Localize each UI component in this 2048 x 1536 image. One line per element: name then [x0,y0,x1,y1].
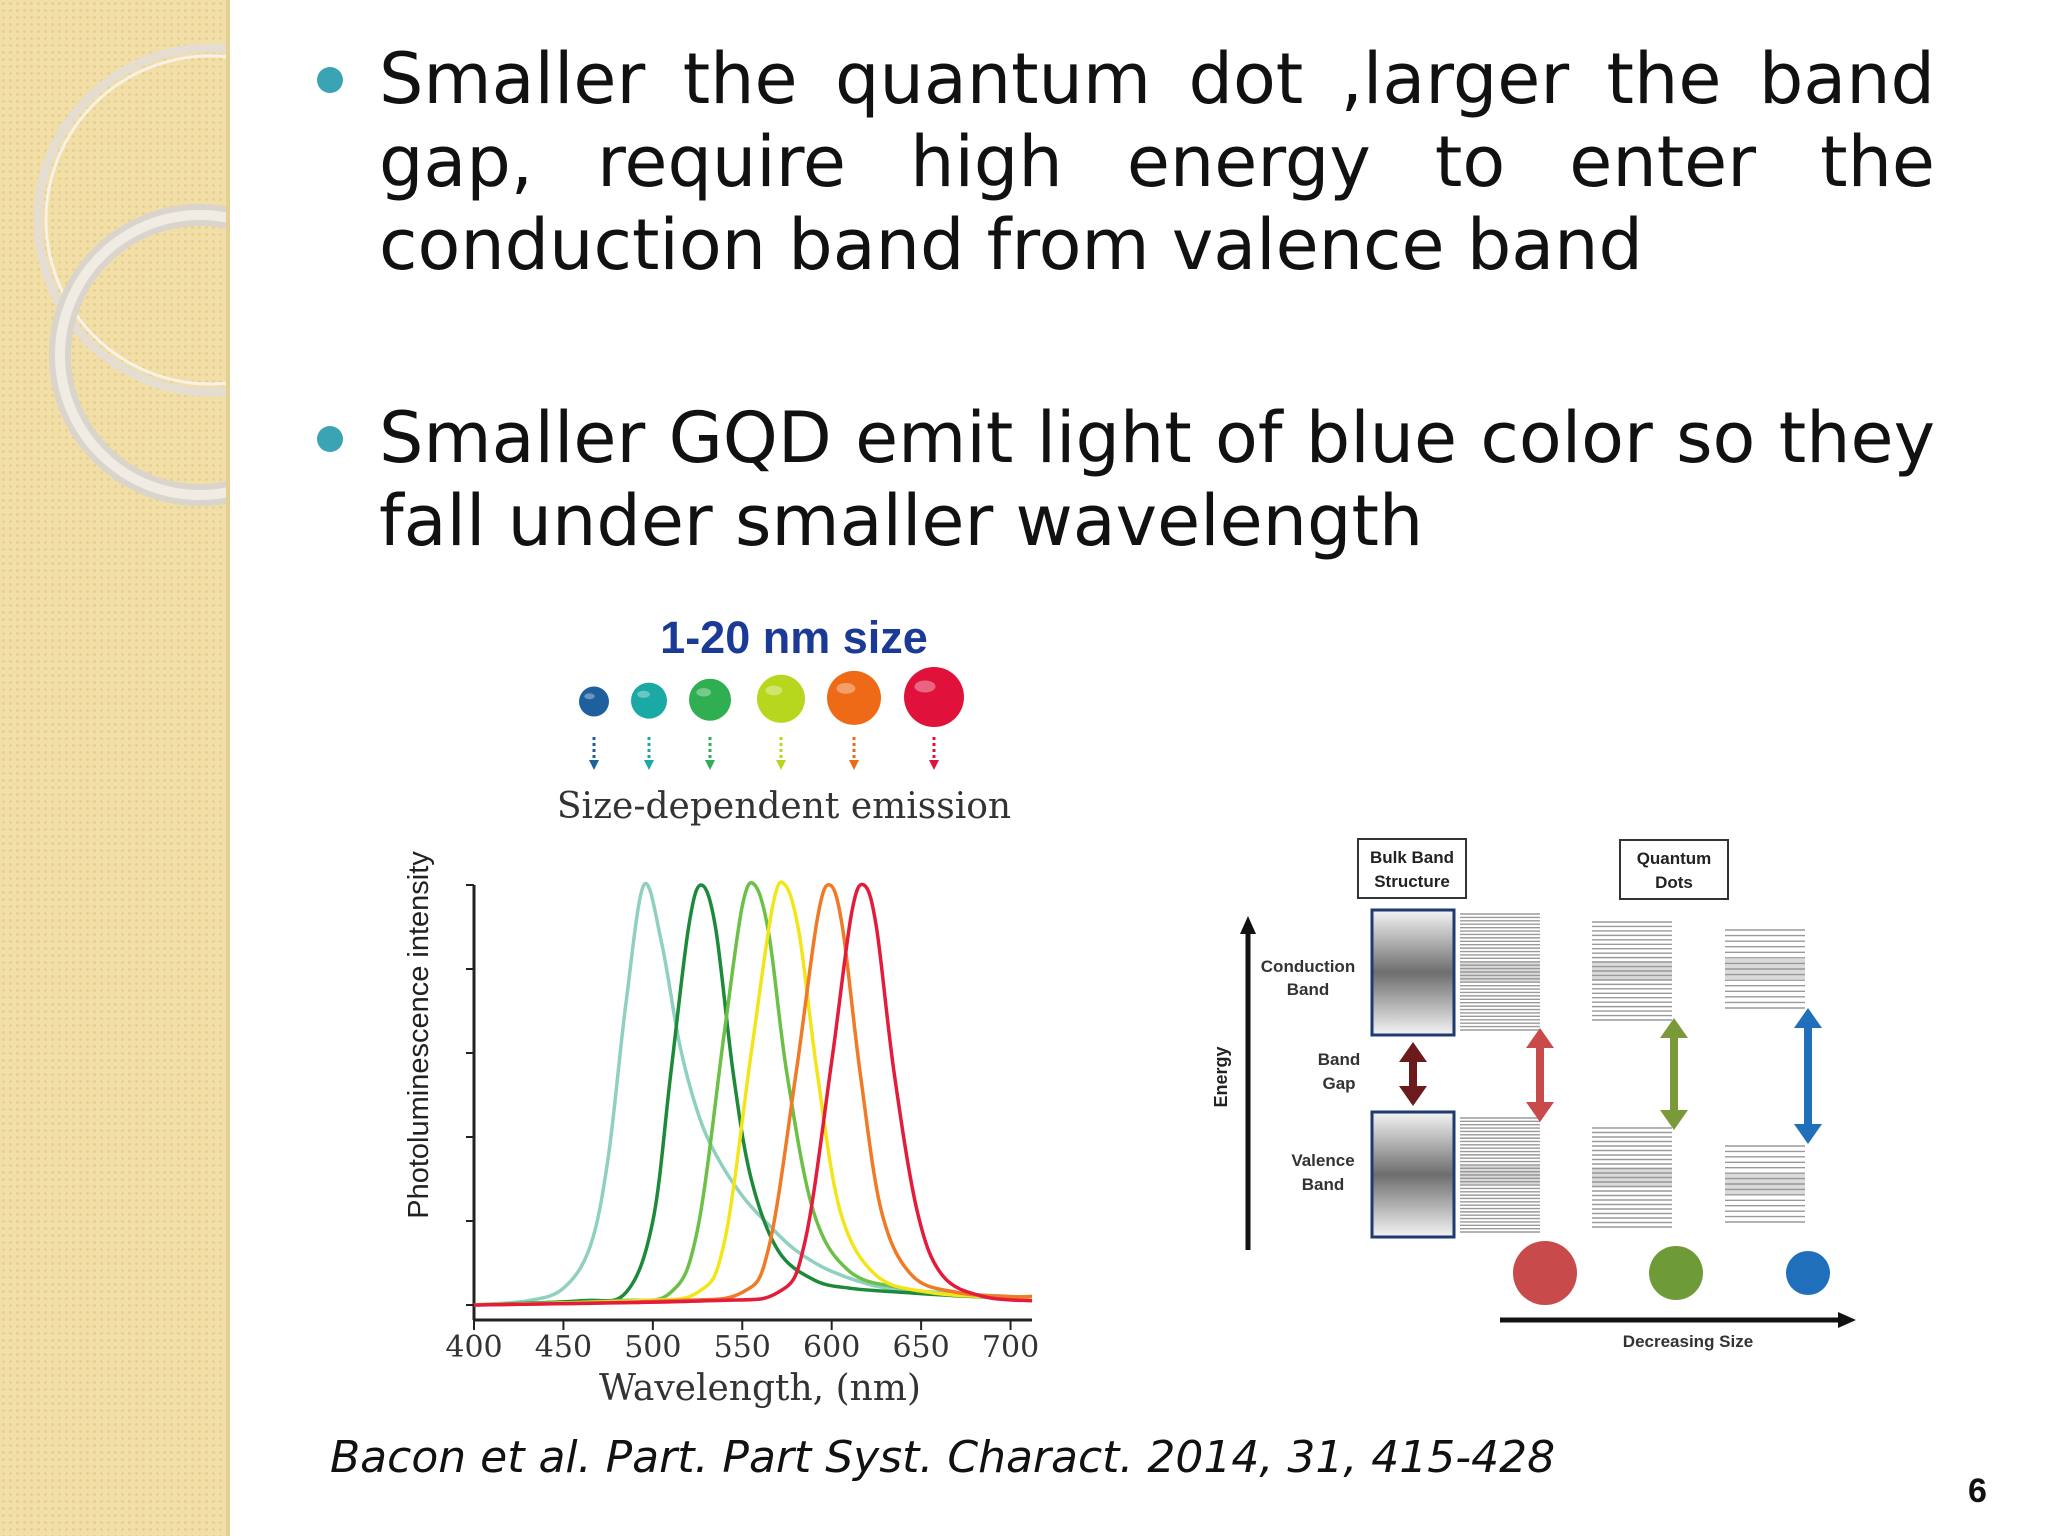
bullet-dot-icon [317,67,343,93]
sidebar-edge [226,0,230,1536]
level-band [1725,1174,1805,1194]
gap-label: Gap [1322,1074,1355,1093]
emission-arrowhead-icon [849,760,859,770]
band-diagram: Bulk Band Structure Quantum Dots Energy … [1211,838,1856,1351]
bulk-title-box [1357,838,1467,899]
emission-arrowhead-icon [929,760,939,770]
gap-arrowhead-icon [1399,1086,1427,1106]
dot-highlight [584,693,595,700]
y-axis-ticks [466,884,474,1306]
energy-arrow-icon [1240,916,1256,934]
bullet-item: Smaller GQD emit light of blue color so … [315,397,1935,563]
dot-highlight [914,680,936,693]
qd-size-dot [1513,1241,1577,1305]
gap-arrowhead-icon [1660,1110,1688,1130]
spectrum-line [473,883,1033,1307]
quantum-dot [689,678,731,721]
gap-arrowhead-icon [1660,1018,1688,1038]
quantum-dot [904,667,964,727]
qd-size-dot [1786,1251,1830,1295]
qd-size-dots [1513,1241,1830,1305]
decreasing-arrow-icon [1838,1312,1856,1328]
emission-figure: 1-20 nm size Size-dependent emission 400… [403,612,1039,1409]
quantum-dot [827,670,881,725]
x-tick-label: 550 [714,1330,771,1365]
spectrum-line [473,881,1033,1307]
emission-arrowhead-icon [644,760,654,770]
x-tick-label: 650 [892,1330,949,1365]
qd-title: Quantum [1637,849,1712,868]
gap-arrowhead-icon [1794,1124,1822,1144]
bullet-item: Smaller the quantum dot ,larger the band… [315,38,1935,287]
bullet-text: Smaller GQD emit light of blue color so … [379,397,1935,562]
pl-chart: 400 450 500 550 600 650 700 Photoluminescence … [403,851,1039,1409]
level-band [1460,1165,1540,1185]
bulk-title: Bulk Band [1370,848,1454,867]
qd-title-box [1619,839,1729,900]
gap-arrowhead-icon [1399,1042,1427,1062]
quantum-dot [579,686,609,717]
bulk-valence-band [1370,1110,1456,1239]
emission-label: Size-dependent emission [557,786,1011,827]
x-tick-label: 700 [982,1330,1039,1365]
quantum-dot-row [579,667,964,770]
qd-energy-levels [1460,913,1805,1233]
valence-label: Band [1302,1175,1345,1194]
emission-arrowhead-icon [705,760,715,770]
valence-label: Valence [1291,1151,1354,1170]
spectra-series [473,880,1033,1307]
level-band [1592,1167,1672,1188]
energy-label: Energy [1211,1046,1231,1107]
gap-arrowhead-icon [1794,1008,1822,1028]
quantum-dot [631,682,667,719]
x-tick-label: 500 [624,1330,681,1365]
x-axis-label: Wavelength, (nm) [599,1368,921,1409]
x-axis-ticks: 400 450 500 550 600 650 700 [445,1320,1039,1365]
level-band [1460,962,1540,982]
gap-arrowhead-icon [1526,1102,1554,1122]
band-gap-arrows [1399,1008,1822,1144]
bulk-title: Structure [1374,872,1450,891]
bullet-dot-icon [317,426,343,452]
qd-title: Dots [1655,873,1693,892]
emission-arrowhead-icon [776,760,786,770]
emission-arrowhead-icon [589,760,599,770]
quantum-dot [757,674,805,723]
gap-label: Band [1318,1050,1361,1069]
level-band [1592,961,1672,981]
spectrum-line [473,883,1033,1307]
spectrum-line [473,880,1033,1307]
bullet-text: Smaller the quantum dot ,larger the band… [379,38,1935,286]
citation: Bacon et al. Part. Part Syst. Charact. 2… [330,1432,1556,1483]
dot-highlight [836,683,856,694]
sidebar-decoration [0,0,228,1536]
x-tick-label: 400 [445,1330,502,1365]
gap-arrowhead-icon [1526,1028,1554,1048]
dot-highlight [637,690,650,698]
spectrum-line [473,882,1033,1307]
dot-highlight [696,688,712,697]
conduction-label: Band [1287,980,1330,999]
decreasing-size-label: Decreasing Size [1623,1332,1753,1351]
spectrum-line [473,881,1033,1307]
qd-size-dot [1649,1246,1703,1300]
page-number: 6 [1968,1472,1987,1510]
level-band [1725,959,1805,979]
dot-highlight [765,685,783,696]
x-tick-label: 450 [535,1330,592,1365]
x-tick-label: 600 [803,1330,860,1365]
y-axis-label: Photoluminescence intensity [403,851,435,1219]
ring-decoration [33,43,228,506]
size-label: 1-20 nm size [660,612,928,663]
bullet-list: Smaller the quantum dot ,larger the band… [315,38,1935,563]
conduction-label: Conduction [1261,957,1355,976]
bulk-conduction-band [1370,908,1456,1037]
